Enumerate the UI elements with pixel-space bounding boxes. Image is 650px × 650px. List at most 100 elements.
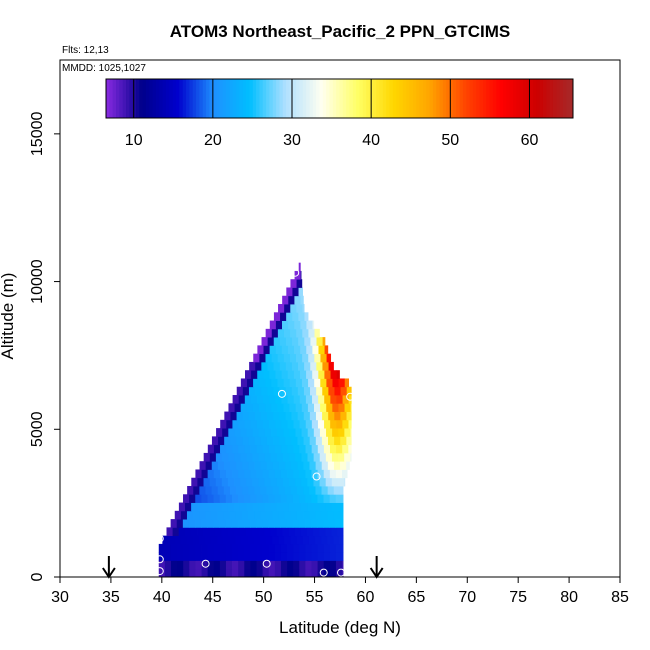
heatmap-cell	[292, 287, 299, 297]
heatmap-cell	[225, 469, 233, 479]
heatmap-cell	[305, 552, 312, 561]
colorbar-swatch	[406, 79, 411, 118]
heatmap-cell	[301, 452, 308, 462]
heatmap-cell	[278, 486, 286, 495]
heatmap-cell	[285, 337, 293, 346]
heatmap-cell	[248, 436, 256, 446]
heatmap-cell	[250, 560, 257, 570]
x-tick-label: 35	[102, 589, 120, 606]
heatmap-cell	[256, 560, 264, 570]
heatmap-cell	[339, 535, 344, 545]
heatmap-cell	[316, 361, 323, 371]
colorbar-swatch	[296, 79, 300, 118]
heatmap-cell	[346, 386, 352, 396]
heatmap-cell	[256, 494, 263, 503]
heatmap-cell	[228, 452, 235, 462]
heatmap-cell	[235, 535, 243, 545]
heatmap-cell	[291, 436, 298, 446]
heatmap-cell	[180, 535, 188, 545]
heatmap-cell	[280, 494, 288, 503]
heatmap-cell	[199, 486, 206, 495]
heatmap-cell	[184, 527, 192, 537]
heatmap-cell	[297, 436, 304, 446]
heatmap-cell	[303, 436, 311, 446]
heatmap-cell	[271, 403, 278, 412]
heatmap-cell	[227, 477, 235, 487]
heatmap-cell	[170, 543, 178, 553]
heatmap-cell	[248, 510, 255, 520]
heatmap-cell	[320, 353, 327, 363]
y-tick-label: 5000	[29, 411, 46, 447]
y-tick-label: 15000	[29, 112, 46, 157]
heatmap-cell	[265, 328, 273, 338]
heatmap-cell	[302, 353, 309, 363]
heatmap-cell	[227, 527, 235, 537]
heatmap-cell	[278, 535, 285, 545]
heatmap-cell	[261, 337, 269, 346]
heatmap-cell	[244, 568, 251, 578]
heatmap-cell	[287, 469, 294, 479]
colorbar-swatch	[126, 79, 130, 118]
heatmap-cell	[248, 386, 256, 396]
x-tick-label: 80	[560, 589, 578, 606]
heatmap-cell	[166, 527, 174, 537]
dates-label: MMDD: 1025,1027	[62, 63, 146, 74]
heatmap-cell	[290, 304, 297, 313]
heatmap-cell	[321, 436, 329, 446]
heatmap-cell	[260, 535, 267, 545]
heatmap-cell	[222, 428, 229, 437]
colorbar-swatch	[442, 79, 447, 118]
colorbar-swatch	[322, 79, 327, 118]
heatmap-cell	[225, 494, 233, 503]
colorbar-swatch	[429, 79, 434, 118]
heatmap-cell	[201, 543, 209, 553]
heatmap-cell	[321, 535, 328, 545]
colorbar-swatch	[309, 79, 314, 118]
heatmap-cell	[264, 477, 272, 487]
flights-label: Flts: 12,13	[62, 45, 109, 56]
heatmap-cell	[284, 486, 292, 495]
heatmap-cell	[266, 461, 274, 470]
heatmap-cell	[268, 568, 276, 578]
colorbar-swatch	[119, 79, 124, 118]
heatmap-cell	[238, 469, 245, 479]
heatmap-cell	[234, 452, 241, 462]
heatmap-cell	[333, 535, 340, 545]
colorbar-swatch	[399, 79, 404, 118]
heatmap-cell	[209, 527, 216, 537]
heatmap-cell	[299, 552, 306, 561]
heatmap-cell	[328, 411, 335, 421]
heatmap-cell	[213, 444, 221, 454]
colorbar: 10 20 30 40 50 60	[105, 78, 574, 149]
heatmap-cell	[299, 560, 306, 570]
heatmap-cell	[229, 486, 237, 495]
heatmap-cell	[302, 535, 310, 545]
heatmap-cell	[324, 419, 331, 429]
heatmap-cell	[321, 510, 328, 520]
heatmap-cell	[325, 502, 333, 512]
heatmap-cell	[265, 353, 272, 363]
heatmap-cell	[199, 510, 206, 520]
colorbar-swatch	[212, 79, 217, 118]
colorbar-swatch	[279, 79, 284, 118]
heatmap-cell	[268, 560, 276, 570]
heatmap-cell	[307, 502, 314, 512]
heatmap-cell	[329, 494, 337, 503]
heatmap-cell	[303, 461, 310, 470]
heatmap-cell	[224, 411, 231, 421]
heatmap-cell	[333, 510, 341, 520]
heatmap-cell	[281, 395, 288, 404]
colorbar-swatch	[276, 79, 280, 118]
heatmap-cell	[297, 486, 304, 495]
heatmap-cell	[257, 395, 264, 404]
heatmap-cell	[288, 295, 295, 305]
colorbar-swatch	[289, 79, 294, 118]
heatmap-cell	[260, 486, 267, 495]
heatmap-cell	[297, 411, 305, 421]
heatmap-cell	[294, 295, 301, 305]
heatmap-cell	[258, 477, 265, 487]
heatmap-cell	[207, 519, 214, 528]
colorbar-swatch	[326, 79, 330, 118]
heatmap-cell	[244, 395, 252, 404]
heatmap-cell	[332, 378, 340, 388]
